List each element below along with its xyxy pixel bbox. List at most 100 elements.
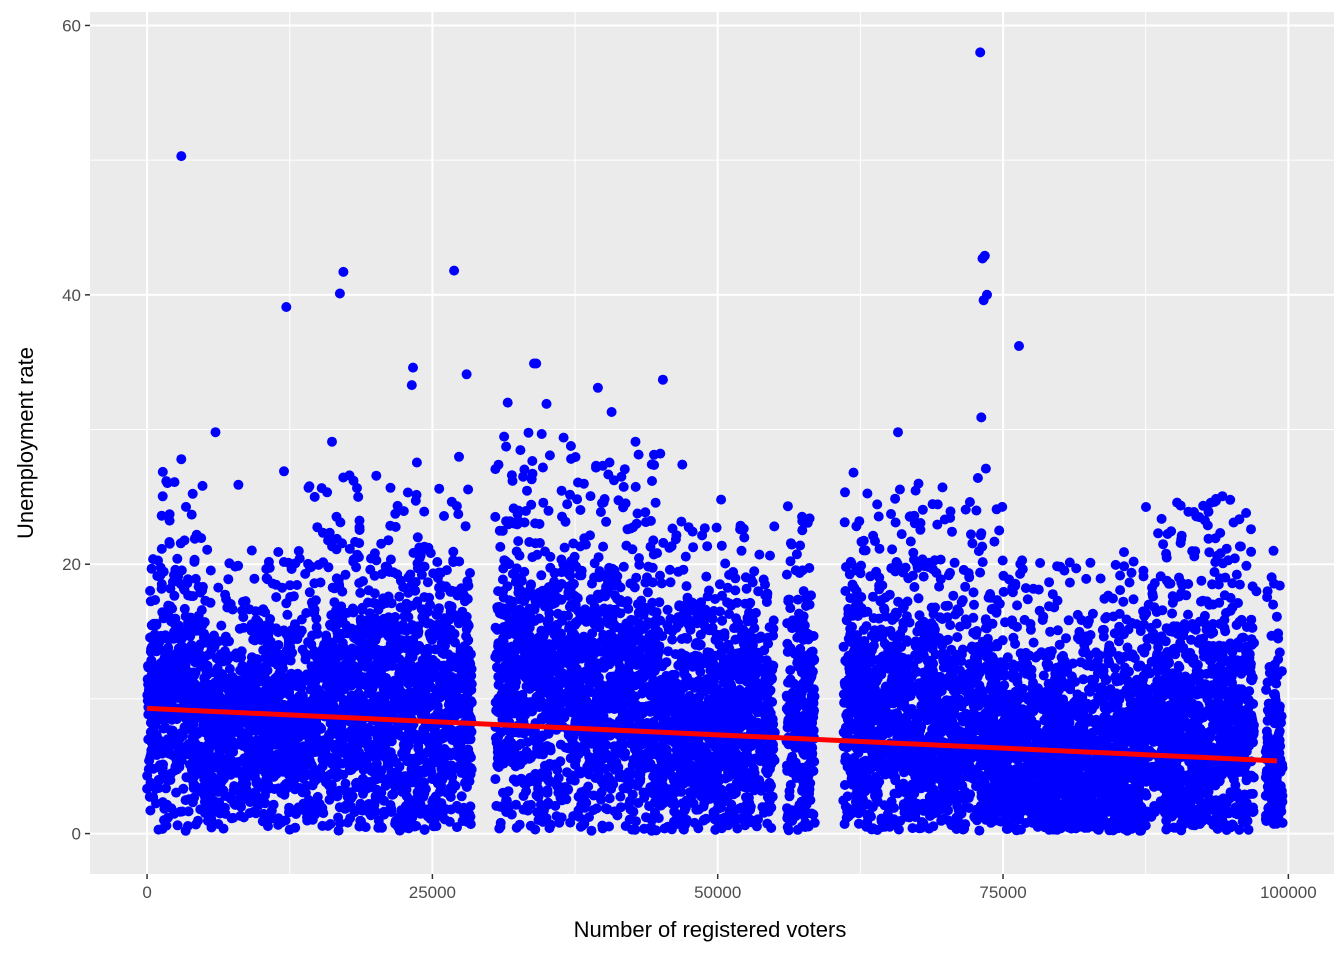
data-point	[371, 617, 382, 627]
data-point	[534, 538, 545, 548]
data-point	[640, 507, 651, 518]
data-point	[148, 554, 159, 565]
data-point	[606, 629, 617, 640]
data-point	[432, 557, 443, 567]
data-point	[646, 459, 657, 470]
data-point	[331, 544, 342, 555]
data-point	[624, 655, 635, 666]
data-point	[511, 563, 522, 574]
data-point	[204, 717, 215, 728]
data-point	[329, 597, 340, 608]
data-point	[444, 675, 455, 686]
data-point	[531, 790, 542, 801]
data-point	[205, 694, 215, 705]
data-point	[349, 807, 360, 818]
data-point	[511, 822, 522, 833]
data-point	[159, 698, 170, 709]
data-point	[380, 625, 391, 636]
data-point	[466, 764, 477, 775]
data-point	[499, 683, 510, 694]
data-point	[588, 805, 599, 816]
data-point	[340, 778, 351, 789]
data-point	[445, 687, 456, 697]
data-point	[434, 661, 445, 672]
data-point	[523, 427, 534, 438]
data-point	[387, 633, 398, 644]
data-point	[258, 622, 268, 633]
data-point	[173, 688, 184, 698]
data-point	[224, 663, 235, 674]
data-point	[530, 518, 541, 529]
data-point	[572, 494, 583, 505]
data-point	[647, 476, 657, 486]
data-point	[562, 499, 573, 510]
data-point	[414, 553, 425, 564]
data-point	[197, 480, 208, 491]
data-point	[376, 765, 387, 776]
data-point	[290, 773, 301, 784]
data-point	[594, 790, 605, 801]
data-point	[169, 569, 179, 580]
data-point	[443, 747, 453, 758]
data-point	[185, 623, 196, 634]
data-point	[642, 747, 653, 758]
data-point	[145, 805, 156, 816]
data-point	[503, 786, 514, 797]
data-point	[186, 612, 197, 623]
data-point	[164, 748, 174, 759]
data-point	[427, 774, 438, 784]
data-point	[448, 557, 459, 568]
data-point	[507, 475, 518, 486]
data-point	[517, 630, 528, 641]
data-point	[196, 605, 207, 616]
data-point	[148, 667, 159, 678]
data-point	[142, 783, 153, 794]
data-point	[309, 799, 320, 810]
data-point	[504, 734, 515, 745]
data-point	[461, 755, 472, 766]
data-point	[206, 822, 217, 833]
data-point	[218, 823, 229, 834]
data-point	[348, 475, 359, 486]
data-point	[569, 559, 580, 570]
data-point	[667, 634, 678, 645]
data-point	[241, 784, 252, 795]
data-point	[238, 612, 249, 623]
data-point	[217, 758, 228, 768]
data-point	[525, 580, 536, 591]
data-point	[157, 736, 167, 747]
data-point	[325, 620, 336, 631]
data-point	[736, 545, 747, 556]
data-point	[355, 645, 366, 656]
data-point	[241, 755, 252, 766]
data-point	[560, 516, 571, 527]
data-point	[160, 630, 171, 641]
data-point	[246, 545, 257, 556]
data-point	[330, 674, 341, 685]
data-point	[647, 733, 658, 744]
data-point	[611, 653, 622, 664]
data-point	[329, 743, 340, 754]
data-point	[630, 680, 641, 691]
data-point	[635, 717, 646, 728]
data-point	[556, 554, 567, 565]
data-point	[448, 704, 459, 715]
data-point	[251, 684, 261, 695]
data-point	[608, 617, 618, 628]
data-point	[331, 610, 341, 621]
data-point	[585, 491, 596, 502]
data-point	[197, 585, 208, 596]
data-point	[266, 702, 277, 712]
data-point	[327, 723, 338, 734]
data-point	[249, 573, 260, 584]
data-point	[186, 509, 197, 520]
data-point	[460, 664, 471, 675]
data-point	[184, 794, 194, 805]
data-point	[531, 692, 542, 703]
data-point	[405, 569, 416, 580]
data-point	[310, 728, 321, 739]
data-point	[429, 724, 440, 735]
data-point	[278, 625, 289, 636]
data-point	[172, 553, 183, 564]
data-point	[580, 539, 591, 550]
